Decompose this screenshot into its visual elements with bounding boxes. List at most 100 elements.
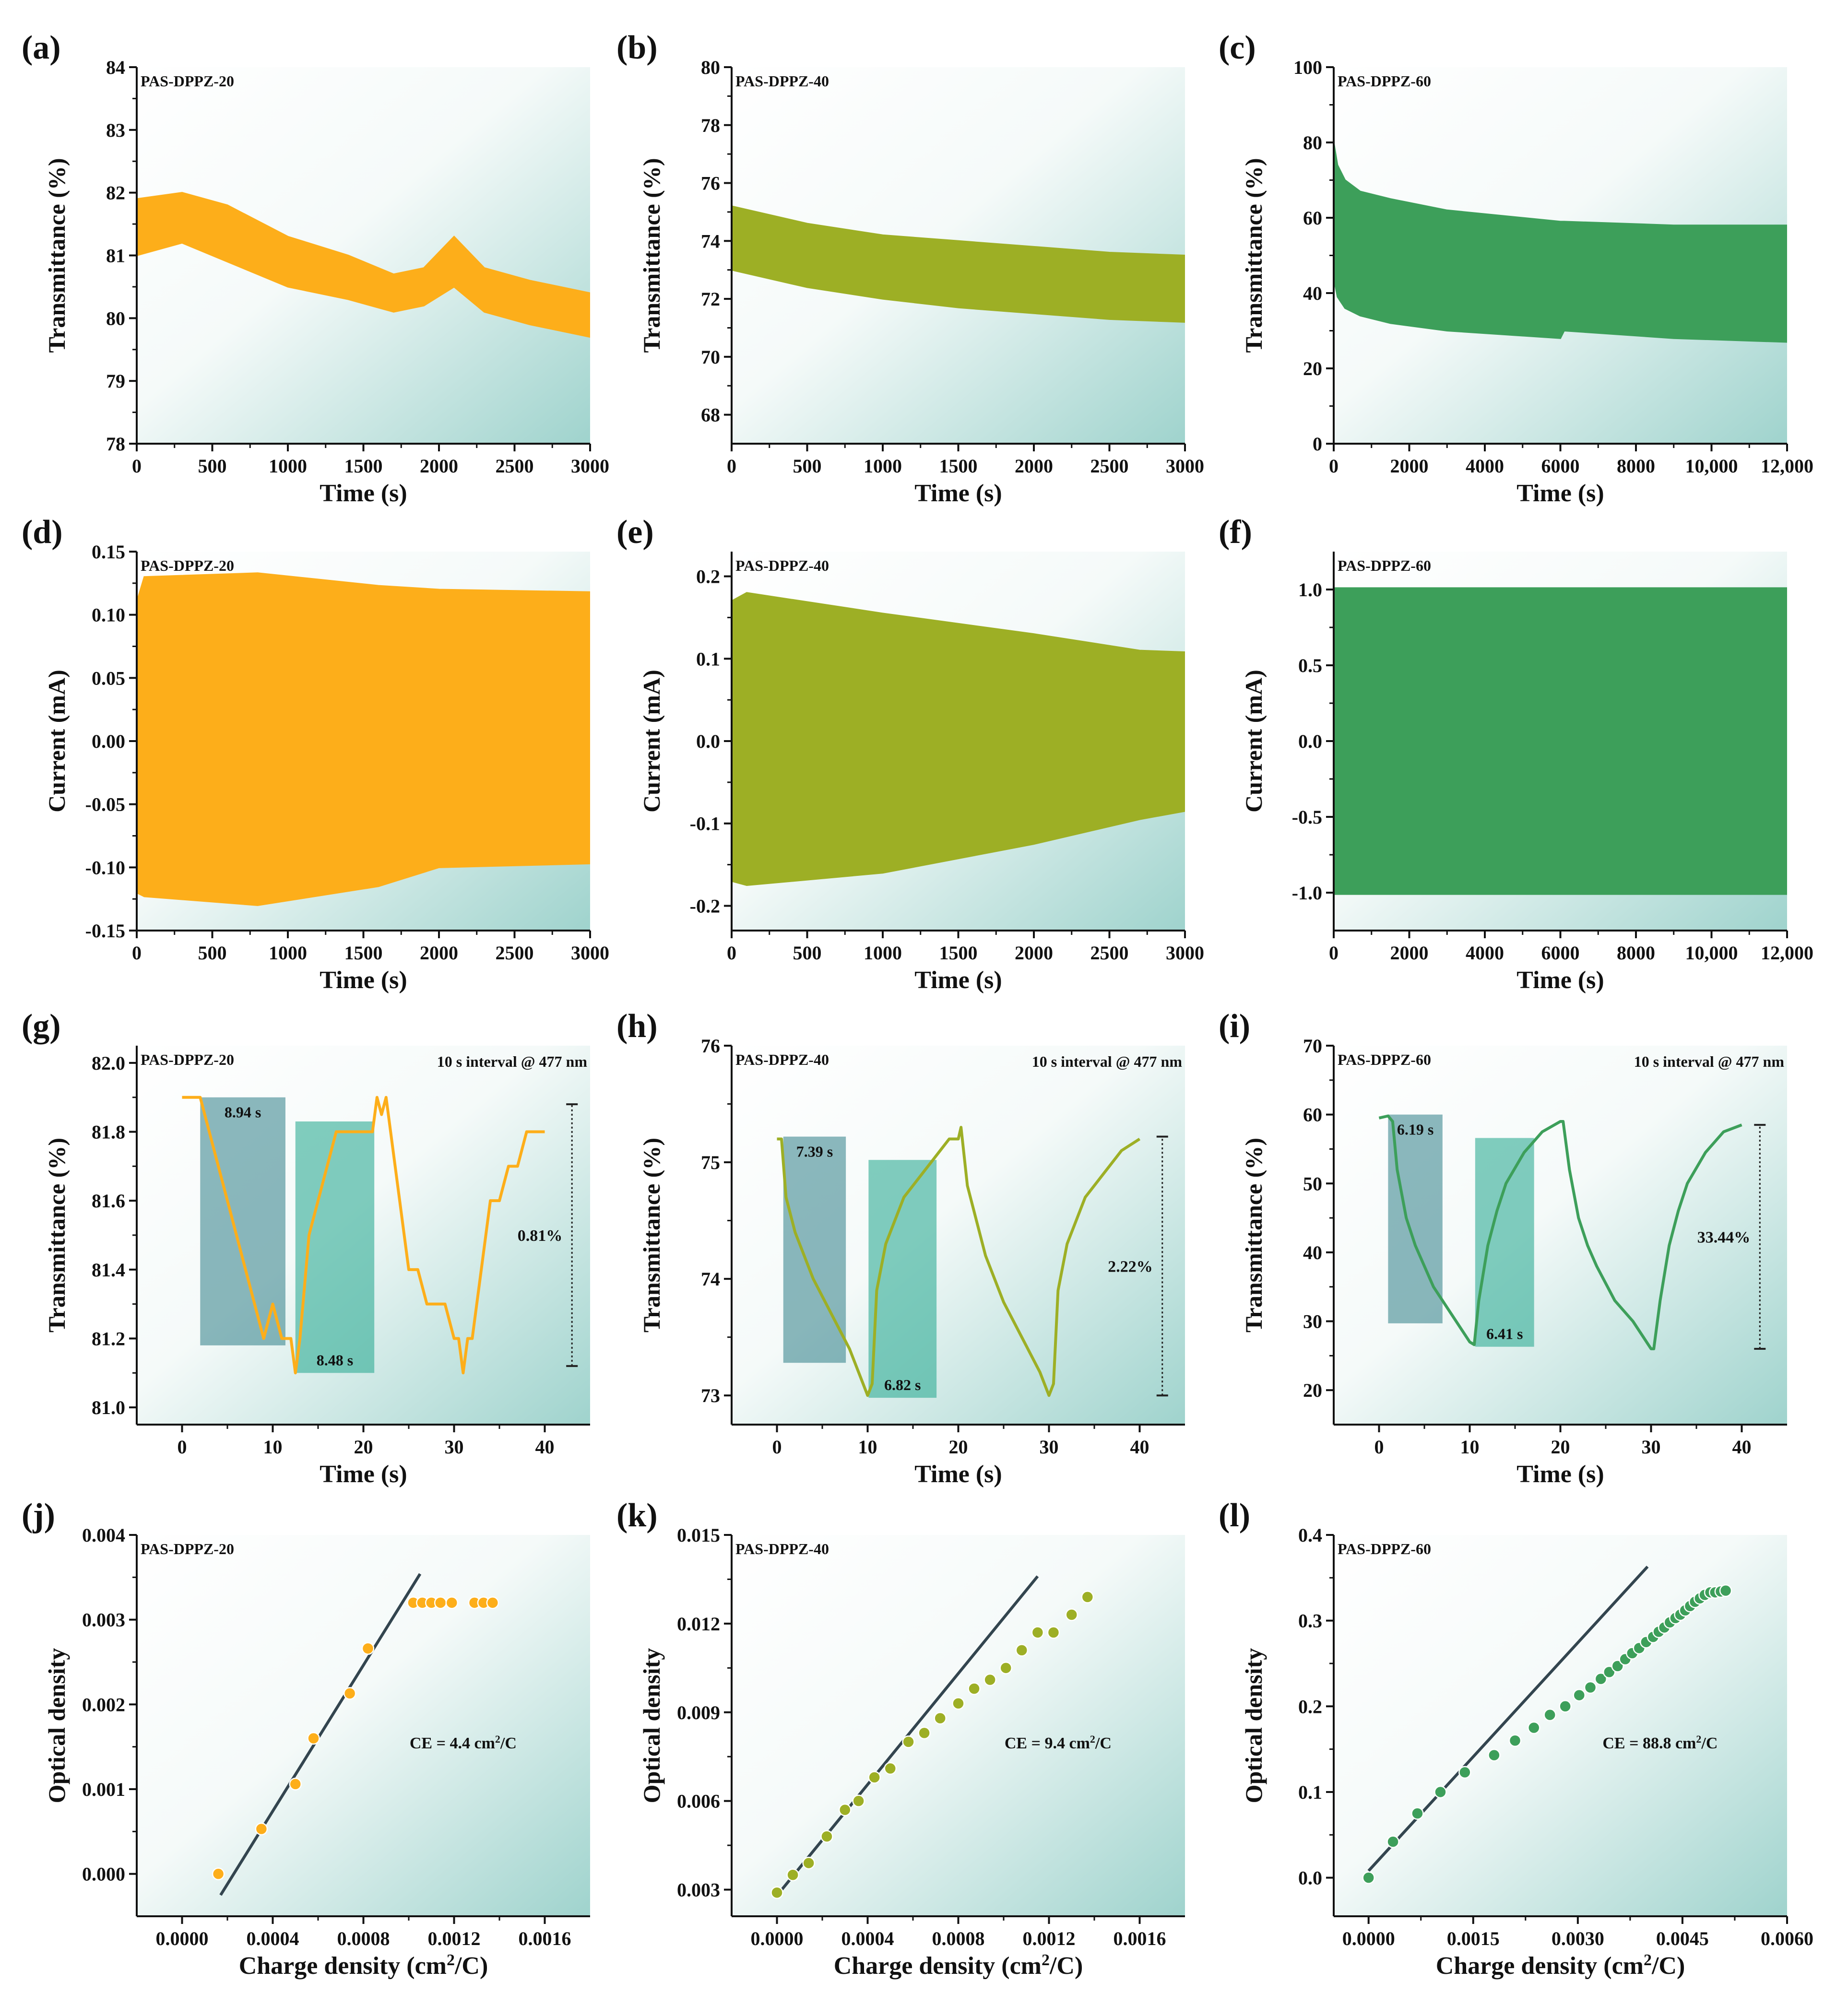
data-point	[839, 1803, 852, 1816]
data-point	[983, 1673, 996, 1687]
y-tick-label: 0.0	[1298, 1867, 1322, 1889]
data-point	[802, 1856, 815, 1870]
data-point	[884, 1762, 897, 1775]
y-axis-title: Transmittance (%)	[43, 1138, 70, 1333]
sample-label: PAS-DPPZ-40	[735, 557, 829, 574]
plot-area	[212, 1573, 499, 1896]
y-tick-label: 82.0	[92, 1052, 125, 1074]
interval-box-2	[1475, 1138, 1534, 1347]
y-tick-label: 0.1	[1298, 1781, 1322, 1803]
y-tick-label: -0.10	[85, 857, 125, 878]
y-axis-title: Transmittance (%)	[638, 1138, 665, 1333]
plot-area	[1334, 142, 1787, 343]
y-tick-label: 78	[106, 433, 125, 455]
x-tick-label: 2000	[420, 942, 458, 964]
x-tick-label: 0	[132, 942, 142, 964]
data-point	[770, 1886, 783, 1899]
y-tick-label: 70	[701, 346, 720, 368]
x-tick-label: 6000	[1541, 455, 1580, 477]
y-tick-label: 0.3	[1298, 1610, 1322, 1632]
y-tick-label: 76	[701, 173, 720, 194]
x-tick-label: 0	[727, 942, 736, 964]
y-tick-label: 80	[106, 307, 125, 329]
y-tick-label: 81	[106, 245, 125, 267]
y-axis-title: Transmittance (%)	[43, 158, 70, 353]
x-tick-label: 10	[1460, 1436, 1480, 1458]
y-axis-title: Optical density	[43, 1648, 70, 1804]
interval-annotation: 10 s interval @ 477 nm	[437, 1053, 588, 1070]
y-tick-label: 0.2	[1298, 1696, 1322, 1717]
y-tick-label: 0.000	[82, 1863, 125, 1885]
plot-area	[1378, 1114, 1742, 1350]
y-tick-label: 0.5	[1298, 655, 1322, 676]
ce-annotation: CE = 9.4 cm2/C	[1005, 1733, 1112, 1753]
ce-annotation: CE = 4.4 cm2/C	[410, 1733, 517, 1753]
x-axis-title: Charge density (cm2/C)	[834, 1951, 1083, 1980]
y-tick-label: 74	[701, 1268, 720, 1290]
data-point	[852, 1794, 865, 1807]
x-tick-label: 3000	[1166, 455, 1204, 477]
x-tick-label: 3000	[571, 942, 609, 964]
x-tick-label: 0.0015	[1447, 1928, 1500, 1949]
y-axis-title: Current (mA)	[638, 670, 665, 813]
y-tick-label: 78	[701, 115, 720, 136]
x-tick-label: 2000	[1390, 942, 1429, 964]
x-tick-label: 1500	[939, 942, 978, 964]
panel-label: (b)	[616, 29, 658, 66]
sample-label: PAS-DPPZ-20	[141, 1051, 234, 1068]
y-tick-label: 0.012	[677, 1613, 720, 1635]
data-line	[777, 1126, 1141, 1397]
x-axis-title: Time (s)	[914, 1461, 1002, 1488]
interval-box-label-2: 8.48 s	[317, 1351, 353, 1368]
x-tick-label: 500	[198, 942, 227, 964]
x-tick-label: 2000	[1015, 455, 1053, 477]
x-tick-label: 0.0016	[1114, 1928, 1166, 1949]
y-tick-label: -1.0	[1292, 882, 1322, 904]
data-point	[1508, 1734, 1522, 1747]
panel-label: (d)	[22, 514, 63, 551]
x-axis-title: Time (s)	[320, 480, 407, 507]
data-point	[1065, 1608, 1078, 1621]
y-tick-label: 0.00	[92, 731, 125, 752]
x-tick-label: 1500	[939, 455, 978, 477]
panel-label: (c)	[1219, 29, 1256, 66]
sample-label: PAS-DPPZ-20	[141, 557, 234, 574]
data-line	[1378, 1114, 1742, 1350]
y-tick-label: -0.2	[690, 895, 720, 917]
x-tick-label: 1000	[269, 942, 307, 964]
data-point	[434, 1596, 447, 1609]
y-axis-title: Current (mA)	[43, 670, 70, 813]
sample-label: PAS-DPPZ-20	[141, 1540, 234, 1557]
interval-box-label-2: 6.41 s	[1486, 1325, 1523, 1343]
y-tick-label: 0.10	[92, 604, 125, 626]
data-point	[1081, 1591, 1094, 1604]
y-tick-label: 0.004	[82, 1524, 125, 1546]
y-tick-label: 0.001	[82, 1779, 125, 1800]
panel-label: (l)	[1219, 1497, 1250, 1534]
data-point	[934, 1711, 947, 1725]
interval-annotation: 10 s interval @ 477 nm	[1032, 1053, 1183, 1070]
panel-a: 0 500 1000 1500 2000 2500 3000 78 79 80 81 82 83 84 Ti…	[22, 29, 609, 507]
panel-i: 6.19 s 6.41 s 33.44% 10 s interval @ 477 nm…	[1219, 1008, 1787, 1488]
x-tick-label: 2500	[496, 942, 534, 964]
y-tick-label: 0	[1313, 433, 1322, 455]
y-tick-label: 74	[701, 230, 720, 252]
y-tick-label: 0.002	[82, 1694, 125, 1715]
x-tick-label: 0.0008	[932, 1928, 985, 1949]
y-tick-label: 30	[1303, 1311, 1322, 1333]
y-tick-label: 80	[1303, 132, 1322, 153]
interval-box-label-1: 6.19 s	[1397, 1121, 1433, 1138]
x-axis-title: Time (s)	[1516, 480, 1604, 507]
x-tick-label: 0	[772, 1436, 782, 1458]
x-tick-label: 10	[858, 1436, 877, 1458]
y-tick-label: 68	[701, 404, 720, 426]
data-point	[1386, 1835, 1399, 1848]
plot-area	[1362, 1566, 1732, 1884]
x-tick-label: 500	[793, 455, 822, 477]
x-tick-label: 40	[1130, 1436, 1149, 1458]
x-tick-label: 2000	[1015, 942, 1053, 964]
data-point	[918, 1726, 931, 1740]
x-tick-label: 20	[354, 1436, 373, 1458]
x-tick-label: 1000	[864, 942, 902, 964]
data-point	[212, 1867, 225, 1880]
